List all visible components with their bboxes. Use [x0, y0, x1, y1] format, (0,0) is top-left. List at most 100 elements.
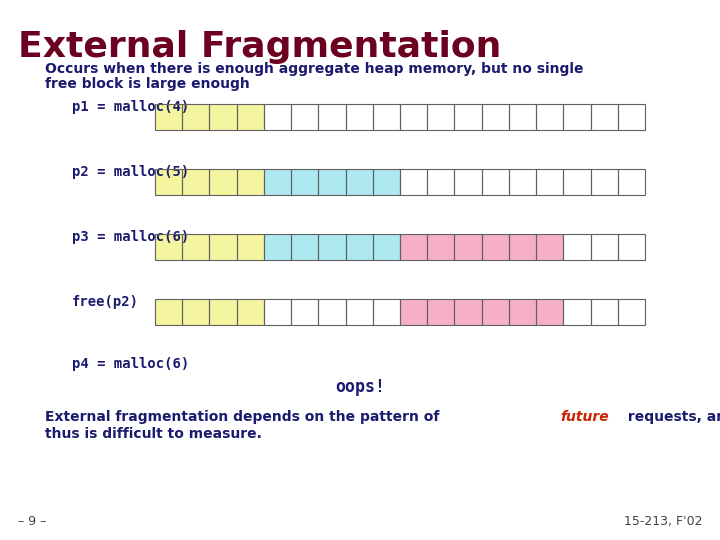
Bar — [237, 299, 264, 325]
Bar — [210, 104, 237, 130]
Bar — [454, 104, 482, 130]
Bar — [590, 234, 618, 260]
Bar — [346, 234, 373, 260]
Bar — [563, 299, 590, 325]
Bar — [427, 299, 454, 325]
Bar — [563, 169, 590, 195]
Bar — [618, 299, 645, 325]
Bar — [264, 104, 645, 130]
Bar — [400, 299, 563, 325]
Bar — [536, 169, 563, 195]
Bar — [509, 104, 536, 130]
Text: free block is large enough: free block is large enough — [45, 77, 250, 91]
Bar — [182, 299, 210, 325]
Bar — [373, 299, 400, 325]
Text: free(p2): free(p2) — [72, 295, 139, 309]
Bar — [237, 234, 264, 260]
Bar — [346, 104, 373, 130]
Bar — [373, 104, 400, 130]
Bar — [454, 169, 482, 195]
Bar — [318, 104, 346, 130]
Bar — [563, 234, 645, 260]
Text: – 9 –: – 9 – — [18, 515, 46, 528]
Bar — [536, 299, 563, 325]
Text: External Fragmentation: External Fragmentation — [18, 30, 501, 64]
Bar — [590, 104, 618, 130]
Bar — [210, 299, 237, 325]
Text: p2 = malloc(5): p2 = malloc(5) — [72, 165, 189, 179]
Bar — [182, 234, 210, 260]
Bar — [264, 104, 291, 130]
Text: p4 = malloc(6): p4 = malloc(6) — [72, 357, 189, 371]
Bar — [155, 299, 182, 325]
Bar — [264, 169, 291, 195]
Text: Occurs when there is enough aggregate heap memory, but no single: Occurs when there is enough aggregate he… — [45, 62, 583, 76]
Bar — [373, 169, 400, 195]
Bar — [155, 234, 182, 260]
Bar — [264, 299, 400, 325]
Bar — [373, 234, 400, 260]
Bar — [536, 104, 563, 130]
Bar — [346, 299, 373, 325]
Bar — [400, 299, 427, 325]
Bar — [210, 169, 237, 195]
Bar — [264, 299, 291, 325]
Bar — [291, 104, 318, 130]
Text: oops!: oops! — [335, 378, 385, 396]
Bar — [264, 234, 400, 260]
Bar — [563, 299, 645, 325]
Bar — [155, 299, 264, 325]
Bar — [155, 104, 264, 130]
Bar — [318, 169, 346, 195]
Bar — [264, 169, 400, 195]
Text: p1 = malloc(4): p1 = malloc(4) — [72, 100, 189, 114]
Bar — [590, 299, 618, 325]
Bar — [318, 299, 346, 325]
Bar — [291, 169, 318, 195]
Bar — [618, 104, 645, 130]
Bar — [155, 104, 182, 130]
Bar — [291, 299, 318, 325]
Text: 15-213, F'02: 15-213, F'02 — [624, 515, 702, 528]
Bar — [454, 299, 482, 325]
Bar — [482, 169, 509, 195]
Bar — [400, 104, 427, 130]
Bar — [427, 104, 454, 130]
Bar — [155, 169, 182, 195]
Text: requests, and: requests, and — [623, 410, 720, 424]
Text: thus is difficult to measure.: thus is difficult to measure. — [45, 427, 262, 441]
Bar — [482, 234, 509, 260]
Bar — [237, 169, 264, 195]
Text: External fragmentation depends on the pattern of: External fragmentation depends on the pa… — [45, 410, 444, 424]
Bar — [155, 169, 264, 195]
Bar — [237, 104, 264, 130]
Bar — [155, 234, 264, 260]
Bar — [563, 104, 590, 130]
Bar — [454, 234, 482, 260]
Bar — [618, 234, 645, 260]
Bar — [182, 104, 210, 130]
Bar — [291, 234, 318, 260]
Bar — [509, 169, 536, 195]
Bar — [400, 234, 563, 260]
Bar — [482, 104, 509, 130]
Bar — [618, 169, 645, 195]
Bar — [346, 169, 373, 195]
Bar — [318, 234, 346, 260]
Bar — [400, 234, 427, 260]
Bar — [400, 169, 645, 195]
Bar — [590, 169, 618, 195]
Bar — [427, 169, 454, 195]
Bar — [482, 299, 509, 325]
Bar — [509, 299, 536, 325]
Bar — [536, 234, 563, 260]
Bar — [182, 169, 210, 195]
Bar — [210, 234, 237, 260]
Bar — [509, 234, 536, 260]
Bar — [427, 234, 454, 260]
Bar — [400, 169, 427, 195]
Bar — [563, 234, 590, 260]
Bar — [264, 234, 291, 260]
Text: p3 = malloc(6): p3 = malloc(6) — [72, 230, 189, 244]
Text: future: future — [560, 410, 609, 424]
